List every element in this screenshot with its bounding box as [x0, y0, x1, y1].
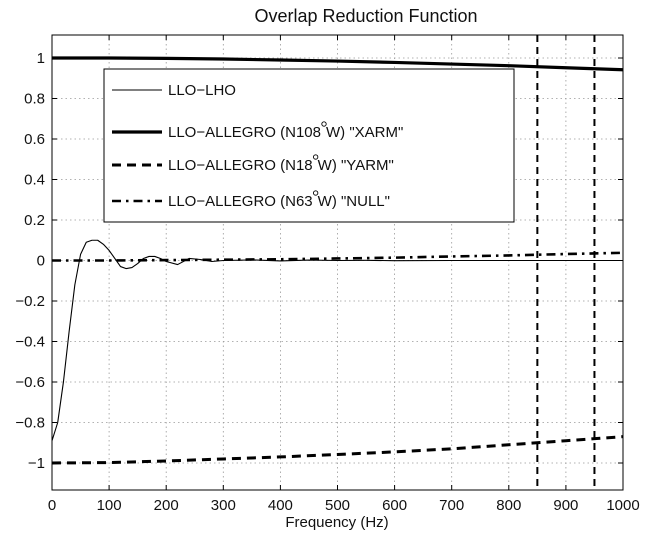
legend-box	[103, 68, 515, 223]
vertical-marker-lines	[536, 35, 596, 490]
y-tick-labels: 1 0.8 0.6 0.4 0.2 0 −0.2 −0.4 −0.6 −0.8 −1	[15, 50, 45, 472]
series-line-3	[51, 435, 624, 465]
x-tick-label: 200	[154, 497, 179, 514]
x-tick-label: 500	[325, 497, 350, 514]
legend-entry-label: LLO−LHO	[168, 82, 236, 99]
x-tick-label: 0	[48, 497, 56, 514]
chart-title: Overlap Reduction Function	[254, 6, 477, 26]
x-tick-label: 900	[553, 497, 578, 514]
y-tick-label: 0.8	[24, 91, 45, 108]
x-axis-label: Frequency (Hz)	[285, 514, 388, 531]
legend-entry-label: LLO−ALLEGRO (N63 W) "NULL"	[168, 193, 390, 210]
series-line-1	[51, 239, 623, 441]
degree-mark	[321, 121, 327, 127]
axis-ticks	[51, 35, 624, 490]
x-tick-label: 800	[496, 497, 521, 514]
x-tick-label: 400	[268, 497, 293, 514]
y-tick-label: −0.8	[15, 415, 45, 432]
y-tick-label: −0.6	[15, 374, 45, 391]
series-layer	[51, 56, 624, 465]
legend-entry-label: LLO−ALLEGRO (N18 W) "YARM"	[168, 157, 394, 174]
x-tick-label: 1000	[606, 497, 639, 514]
legend-entry-label: LLO−ALLEGRO (N108 W) "XARM"	[168, 124, 403, 141]
y-tick-label: 0.6	[24, 131, 45, 148]
y-tick-label: 0	[37, 253, 45, 270]
series-line-2	[52, 56, 624, 72]
series-line-4	[52, 251, 624, 262]
y-tick-label: 0.2	[24, 212, 45, 229]
degree-mark	[313, 154, 319, 160]
legend: LLO−LHO LLO−ALLEGRO (N108 W) "XARM" LLO−ALL…	[103, 68, 515, 223]
x-tick-label: 600	[382, 497, 407, 514]
x-tick-label: 300	[211, 497, 236, 514]
x-tick-labels: 0 100 200 300 400 500 600 700 800 900 1000	[48, 497, 640, 514]
y-tick-label: −1	[28, 455, 45, 472]
degree-mark	[313, 190, 319, 196]
x-tick-label: 700	[439, 497, 464, 514]
y-tick-label: −0.4	[15, 334, 45, 351]
y-tick-label: 1	[37, 50, 45, 67]
y-tick-label: 0.4	[24, 172, 45, 189]
y-tick-label: −0.2	[15, 293, 45, 310]
x-tick-label: 100	[97, 497, 122, 514]
